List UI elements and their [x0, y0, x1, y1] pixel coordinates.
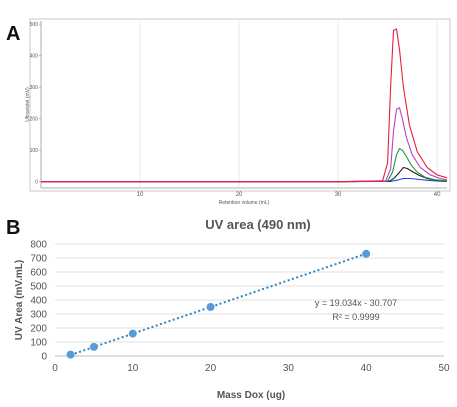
panel-a-frame	[29, 18, 451, 192]
panel-b-y-tick-label: 300	[30, 310, 47, 321]
panel-a-x-tick-label: 20	[236, 192, 243, 198]
panel-a-y-axis-label: Ultraviolet (mV)	[25, 87, 31, 122]
panel-b-y-tick-label: 800	[30, 240, 47, 251]
panel-b-x-tick-label: 40	[361, 363, 373, 374]
panel-b-x-tick-label: 0	[52, 363, 58, 374]
panel-a-y-tick-label: 100	[30, 148, 39, 154]
panel-b-y-tick-label: 700	[30, 254, 47, 265]
panel-b-chart: 0 100 200 300 400 500 600 700 800 0 10 20 30 40 50	[30, 240, 450, 375]
panel-b-x-axis-label: Mass Dox (ug)	[217, 390, 285, 401]
panel-a-label: A	[6, 23, 20, 45]
panel-a-x-tick-label: 40	[434, 192, 441, 198]
panel-b-label: B	[6, 217, 20, 239]
panel-b-title: UV area (490 nm)	[205, 217, 311, 232]
trendline-r-squared: R² = 0.9999	[332, 312, 379, 322]
panel-b-y-tick-label: 400	[30, 296, 47, 307]
panel-b-x-tick-label: 20	[205, 363, 217, 374]
panel-a-y-tick-label: 500	[30, 22, 39, 28]
panel-a-y-tick-label: 200	[30, 117, 39, 123]
panel-b-y-tick-label: 100	[30, 338, 47, 349]
panel-a-x-tick-label: 10	[137, 192, 144, 198]
panel-b-y-tick-label: 600	[30, 268, 47, 279]
panel-a-y-tick-label: 0	[35, 180, 38, 186]
panel-b-y-tick-label: 0	[41, 352, 47, 363]
data-point	[89, 342, 98, 351]
data-point	[66, 350, 75, 359]
panel-b-y-tick-label: 200	[30, 324, 47, 335]
panel-b-x-tick-label: 50	[438, 363, 450, 374]
panel-a-y-tick-label: 400	[30, 54, 39, 60]
panel-b-x-tick-label: 10	[127, 363, 139, 374]
data-point	[128, 329, 137, 338]
data-point	[362, 249, 371, 258]
data-point	[206, 303, 215, 311]
panel-a-x-axis-label: Retention volume (mL)	[219, 200, 270, 206]
trendline-equation: y = 19.034x - 30.707	[315, 298, 397, 308]
panel-b-y-axis-label: UV Area (mV.mL)	[14, 260, 25, 340]
panel-a-y-tick-label: 300	[30, 85, 39, 91]
panel-a-x-tick-label: 30	[335, 192, 342, 198]
panel-b-x-tick-label: 30	[283, 363, 295, 374]
panel-b-y-tick-label: 500	[30, 282, 47, 293]
panel-a-series-line	[41, 28, 448, 183]
